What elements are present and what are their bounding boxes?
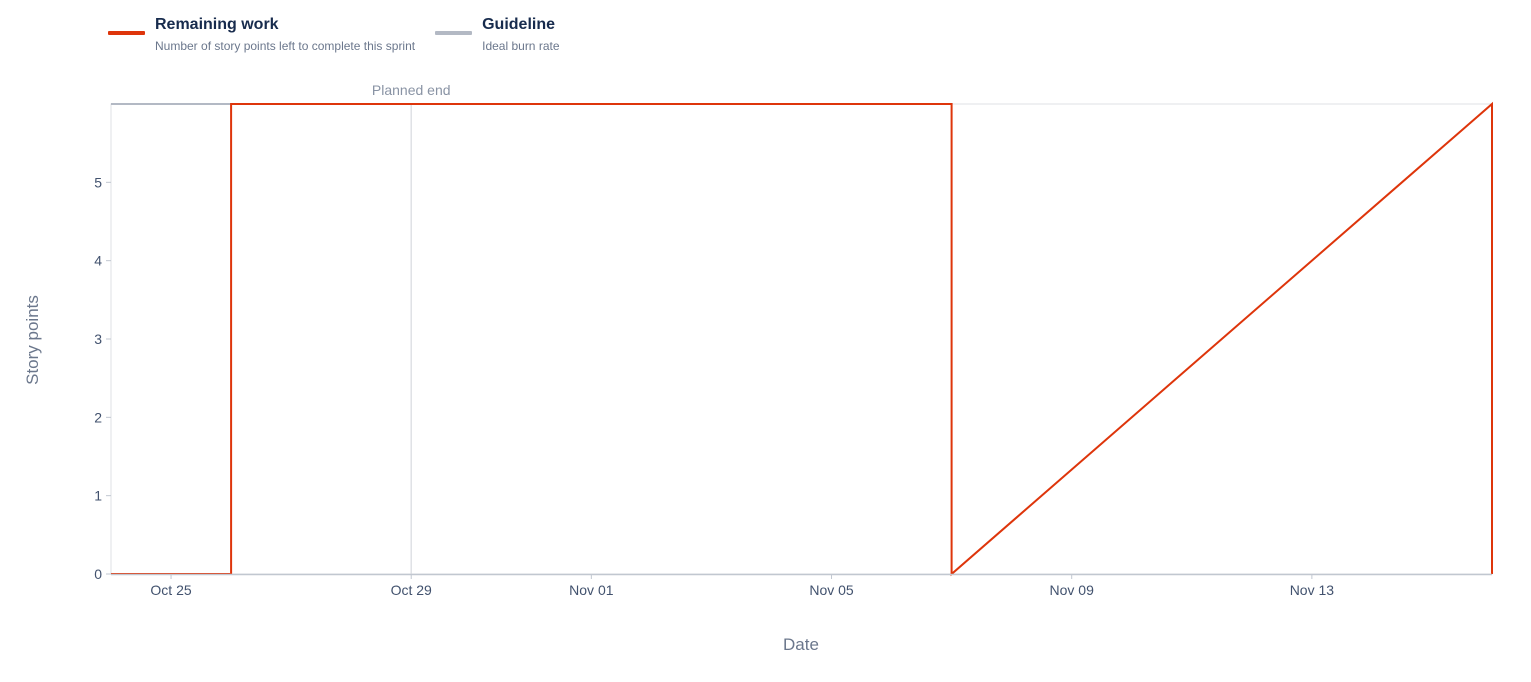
- legend-name-guideline: Guideline: [482, 16, 556, 33]
- x-tick-label: Oct 29: [391, 582, 432, 598]
- legend: Remaining work Number of story points le…: [108, 14, 560, 55]
- y-tick-label: 0: [94, 566, 102, 582]
- y-tick-label: 2: [94, 409, 102, 425]
- x-tick-label: Nov 13: [1290, 582, 1335, 598]
- legend-desc-guideline: Ideal burn rate: [482, 39, 560, 53]
- y-tick-label: 4: [94, 253, 102, 269]
- legend-item-remaining-work[interactable]: Remaining work Number of story points le…: [108, 14, 415, 55]
- x-axis-label: Date: [783, 635, 819, 654]
- x-tick-label: Nov 09: [1050, 582, 1095, 598]
- y-tick-label: 5: [94, 174, 102, 190]
- x-tick-label: Nov 01: [569, 582, 614, 598]
- y-tick-label: 1: [94, 488, 102, 504]
- x-tick-label: Oct 25: [150, 582, 191, 598]
- y-tick-label: 3: [94, 331, 102, 347]
- x-tick-label: Nov 05: [809, 582, 854, 598]
- plot-frame: [110, 103, 1493, 575]
- y-axis-label: Story points: [23, 295, 42, 385]
- series-remaining-work[interactable]: [111, 101, 1493, 577]
- legend-desc-remaining-work: Number of story points left to complete …: [155, 39, 416, 53]
- planned-end-label: Planned end: [372, 82, 451, 98]
- legend-item-guideline[interactable]: Guideline Ideal burn rate: [435, 14, 560, 55]
- legend-name-remaining-work: Remaining work: [155, 16, 279, 33]
- legend-swatch-guideline: [435, 31, 473, 35]
- legend-swatch-remaining-work: [108, 31, 145, 35]
